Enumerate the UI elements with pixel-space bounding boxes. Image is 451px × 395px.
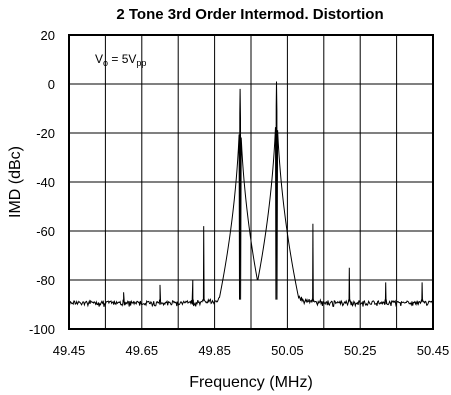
annotation-prefix-sub: o — [103, 58, 108, 68]
x-tick-label: 50.45 — [417, 343, 450, 358]
y-tick-labels: 20 0 -20 -40 -60 -80 -100 — [29, 28, 55, 337]
x-tick-labels: 49.45 49.65 49.85 50.05 50.25 50.45 — [53, 343, 450, 358]
chart-title: 2 Tone 3rd Order Intermod. Distortion — [116, 6, 383, 23]
y-tick-label: -80 — [36, 273, 55, 288]
annotation-prefix: V — [95, 52, 103, 66]
annotation-suffix-sub: pp — [136, 58, 146, 68]
x-tick-label: 50.25 — [344, 343, 377, 358]
x-tick-label: 49.85 — [198, 343, 231, 358]
y-tick-label: -20 — [36, 126, 55, 141]
svg-text:Vo = 5Vpp: Vo = 5Vpp — [95, 52, 146, 68]
voltage-annotation: Vo = 5Vpp — [95, 52, 146, 68]
x-tick-label: 49.45 — [53, 343, 86, 358]
spectrum-trace — [68, 81, 434, 308]
y-tick-label: -100 — [29, 322, 55, 337]
annotation-middle: = 5V — [108, 52, 136, 66]
x-axis-title: Frequency (MHz) — [189, 374, 313, 391]
grid-lines — [69, 35, 433, 329]
y-tick-label: 20 — [41, 28, 55, 43]
x-tick-label: 49.65 — [126, 343, 159, 358]
x-tick-label: 50.05 — [271, 343, 304, 358]
y-tick-label: -40 — [36, 175, 55, 190]
y-tick-label: 0 — [48, 77, 55, 92]
y-tick-label: -60 — [36, 224, 55, 239]
y-axis-title: IMD (dBc) — [7, 146, 24, 218]
